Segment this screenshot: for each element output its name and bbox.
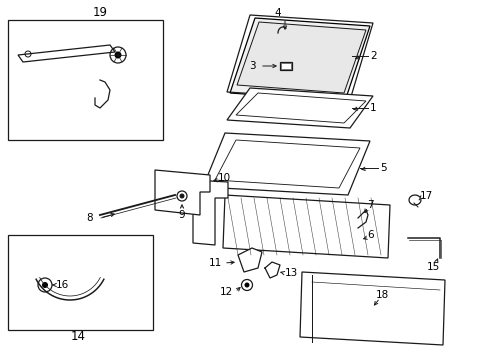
Text: 14: 14	[70, 329, 85, 342]
Text: 5: 5	[379, 163, 386, 173]
Bar	[8, 235, 153, 330]
Text: 17: 17	[419, 191, 432, 201]
Text: 11: 11	[208, 258, 222, 268]
Text: 12: 12	[219, 287, 232, 297]
Bar	[8, 20, 163, 140]
Circle shape	[244, 283, 249, 288]
Text: 9: 9	[178, 210, 185, 220]
Text: 13: 13	[285, 268, 298, 278]
Text: 18: 18	[375, 290, 388, 300]
Polygon shape	[203, 133, 369, 195]
Circle shape	[179, 194, 184, 198]
Bar	[281, 63, 290, 69]
Text: 19: 19	[92, 5, 107, 18]
Polygon shape	[236, 93, 365, 123]
Polygon shape	[215, 140, 359, 188]
Polygon shape	[223, 195, 389, 258]
Text: 1: 1	[369, 103, 376, 113]
Text: 7: 7	[366, 200, 373, 210]
Polygon shape	[193, 180, 227, 245]
Polygon shape	[18, 45, 115, 62]
Circle shape	[114, 51, 121, 59]
Circle shape	[42, 282, 48, 288]
Polygon shape	[237, 22, 365, 93]
Polygon shape	[238, 248, 262, 272]
Text: 4: 4	[274, 8, 281, 18]
Polygon shape	[226, 88, 372, 128]
Text: 2: 2	[369, 51, 376, 61]
Text: 15: 15	[426, 262, 439, 272]
Polygon shape	[155, 170, 209, 215]
Polygon shape	[299, 272, 444, 345]
Text: 8: 8	[86, 213, 93, 223]
Bar	[280, 62, 291, 70]
Text: 16: 16	[56, 280, 69, 290]
Text: 10: 10	[218, 173, 231, 183]
Text: 3: 3	[249, 61, 256, 71]
Text: 6: 6	[366, 230, 373, 240]
Polygon shape	[229, 18, 369, 101]
